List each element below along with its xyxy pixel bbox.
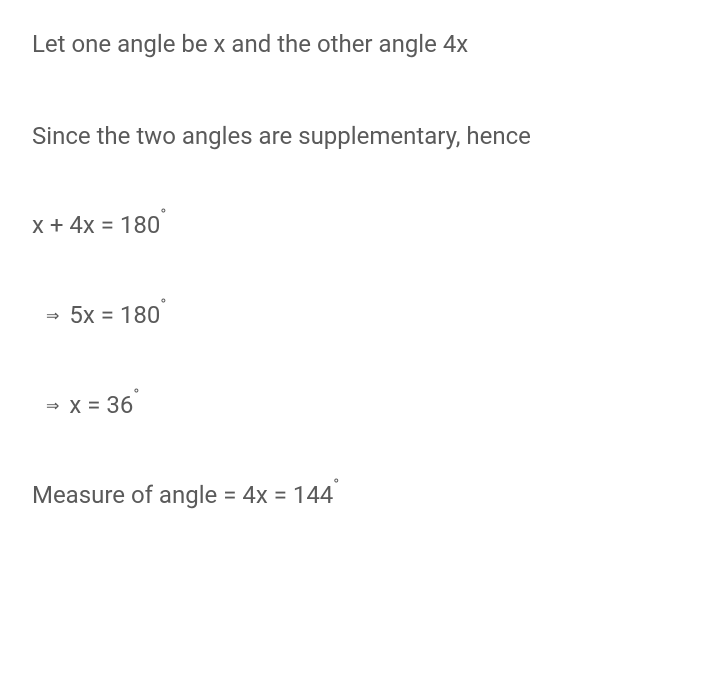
eq2-content: 5x = 180 [69,301,160,329]
equation-3: ⇒ x = 36 [32,391,688,419]
eq1-content: x + 4x = 180 [32,211,160,239]
premise-text: Since the two angles are supplementary, … [32,120,688,154]
eq3-content: x = 36 [69,391,133,419]
conclusion-content: Measure of angle = 4x = 144 [32,481,333,509]
equation-2: ⇒ 5x = 180 [32,301,688,329]
intro-text: Let one angle be x and the other angle 4… [32,28,688,62]
implies-arrow: ⇒ [46,396,59,415]
conclusion-text: Measure of angle = 4x = 144 [32,481,688,509]
equation-1: x + 4x = 180 [32,211,688,239]
implies-arrow: ⇒ [46,306,59,325]
